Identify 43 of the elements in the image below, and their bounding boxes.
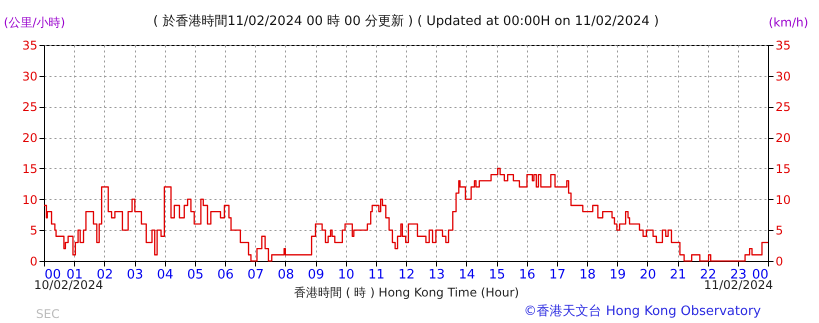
y-tick-label: 25 xyxy=(22,100,38,114)
x-tick-label: 06 xyxy=(217,268,234,282)
x-tick-label: 18 xyxy=(579,268,596,282)
y2-tick-label: 15 xyxy=(776,162,791,176)
text: ©香港天文台 Hong Kong Observatory xyxy=(524,303,761,320)
y-tick-label: 10 xyxy=(22,192,38,207)
x-tick-label: 20 xyxy=(640,268,656,282)
y2-tick-label: 5 xyxy=(776,224,784,238)
y-tick-label: 35 xyxy=(22,38,38,52)
x-tick-label: 16 xyxy=(518,268,536,282)
text: SEC xyxy=(36,307,60,321)
x-tick-label: 13 xyxy=(428,268,445,282)
y2-tick-label: 35 xyxy=(776,38,791,52)
y2-tick-label: 0 xyxy=(776,254,784,268)
x-tick-label: 10 xyxy=(338,268,354,282)
x-tick-label: 07 xyxy=(247,268,264,282)
x-tick-label: 12 xyxy=(398,268,415,282)
y-tick-label: 0 xyxy=(30,254,38,268)
y-tick-label: 15 xyxy=(22,162,38,176)
y2-tick-label: 10 xyxy=(776,192,791,207)
y-tick-label: 20 xyxy=(22,131,38,146)
y2-tick-label: 25 xyxy=(776,100,791,114)
y-tick-label: 5 xyxy=(30,224,38,238)
x-tick-label: 17 xyxy=(549,268,566,282)
x-tick-label: 11 xyxy=(368,268,385,282)
y2-tick-label: 30 xyxy=(776,69,791,84)
x-tick-label: 05 xyxy=(187,268,204,282)
y2-tick-label: 20 xyxy=(776,131,791,146)
y-axis-title: (公里/小時) xyxy=(4,16,66,30)
x-tick-label: 15 xyxy=(488,268,506,282)
x-tick-label: 04 xyxy=(156,268,174,282)
x-tick-label: 14 xyxy=(458,268,476,282)
x-axis-title: 香港時間 ( 時 ) Hong Kong Time (Hour) xyxy=(294,286,520,300)
text: 11/02/2024 xyxy=(704,278,773,292)
x-tick-label: 21 xyxy=(670,268,686,282)
y2-axis-title: (km/h) xyxy=(768,16,808,30)
text: 10/02/2024 xyxy=(34,278,104,292)
y-tick-label: 30 xyxy=(22,69,38,84)
x-tick-label: 08 xyxy=(278,268,294,282)
x-tick-label: 19 xyxy=(609,268,626,282)
x-tick-label: 03 xyxy=(126,268,144,282)
x-tick-label: 09 xyxy=(308,268,324,282)
chart-title: ( 於香港時間11/02/2024 00 時 00 分更新 ) ( Updated at 00:00H on 11/02/2024 ) xyxy=(153,14,659,29)
